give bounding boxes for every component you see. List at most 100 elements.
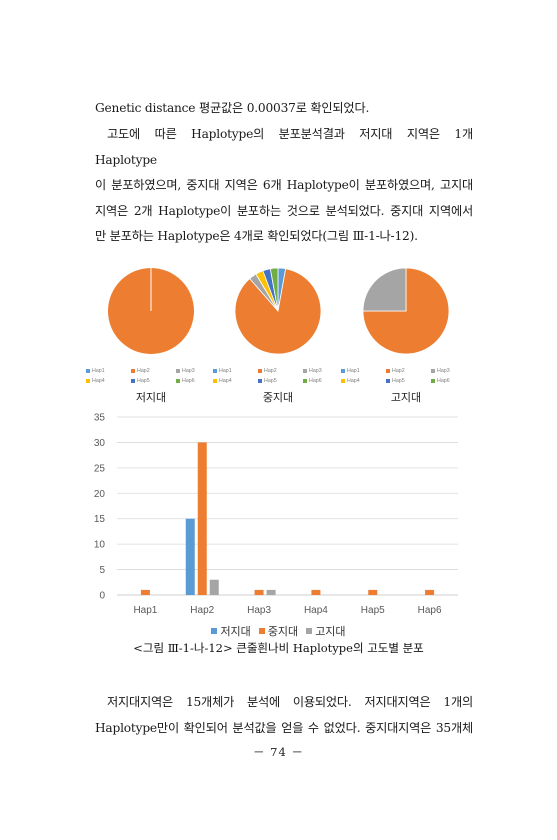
- bar-hap2-series-1: [197, 442, 207, 595]
- x-tick-label: Hap2: [190, 605, 214, 616]
- legend-label: Hap5: [392, 378, 405, 384]
- x-tick-label: Hap5: [361, 605, 385, 616]
- legend-swatch: [176, 379, 180, 383]
- x-tick-label: Hap4: [304, 605, 328, 616]
- pie-legend: Hap1 Hap2 Hap3 Hap4 Hap5 Hap6: [86, 366, 216, 386]
- y-tick-label: 10: [94, 540, 106, 551]
- bar-legend-item: 고지대: [306, 623, 346, 639]
- paragraph-line: 지역은 2개 Haplotype이 분포하는 것으로 분석되었다. 중지대 지역…: [95, 203, 473, 218]
- legend-swatch: [341, 369, 345, 373]
- legend-label: Hap1: [347, 368, 360, 374]
- legend-swatch: [211, 628, 218, 634]
- bar-hap3-series-2: [266, 589, 276, 595]
- pie-chart-highland: Hap1 Hap2 Hap3 Hap4 Hap5 Hap6 고지대: [341, 262, 471, 407]
- legend-swatch: [213, 369, 217, 373]
- pie-svg: [234, 267, 322, 355]
- y-tick-label: 0: [99, 591, 105, 602]
- paragraph-line: 고도에 따른 Haplotype의 분포분석결과 저지대 지역은 1개 Hapl…: [95, 127, 473, 167]
- pie-legend-row: Hap4 Hap5 Hap6: [341, 376, 471, 386]
- pie-legend-item-hap6: Hap6: [303, 376, 343, 386]
- legend-label: Hap5: [137, 378, 150, 384]
- bar-hap3-series-1: [254, 589, 264, 595]
- genetic-distance-line: Genetic distance 평균값은 0.00037로 확인되었다.: [95, 101, 370, 115]
- legend-label: Hap3: [437, 368, 450, 374]
- pie-legend-item-hap3: Hap3: [303, 366, 343, 376]
- pie-slice-hap3: [362, 267, 407, 312]
- pie-legend-item-hap3: Hap3: [176, 366, 216, 376]
- legend-swatch: [386, 379, 390, 383]
- paragraph-line: 저지대지역은 15개체가 분석에 이용되었다. 저지대지역은 1개의: [107, 695, 473, 709]
- legend-swatch: [431, 379, 435, 383]
- pie-legend-item-hap5: Hap5: [131, 376, 171, 386]
- pie-legend-row: Hap1 Hap2 Hap3: [86, 366, 216, 376]
- pie-legend-item-hap4: Hap4: [86, 376, 126, 386]
- legend-swatch: [341, 379, 345, 383]
- pie-slice-hap2: [362, 267, 450, 355]
- figure-caption: <그림 Ⅲ-1-나-12> 큰줄흰나비 Haplotype의 고도별 분포: [133, 641, 424, 655]
- legend-label: Hap6: [182, 378, 195, 384]
- pie-legend-item-hap1: Hap1: [213, 366, 253, 376]
- pie-legend: Hap1 Hap2 Hap3 Hap4 Hap5 Hap6: [213, 366, 343, 386]
- bar-legend-item: 저지대: [211, 623, 251, 639]
- legend-swatch: [386, 369, 390, 373]
- pie-legend-item-hap2: Hap2: [258, 366, 298, 376]
- pie-slice-hap6: [269, 267, 279, 312]
- paragraph-line: 만 분포하는 Haplotype은 4개로 확인되었다(그림 Ⅲ-1-나-12)…: [95, 229, 418, 243]
- legend-swatch: [303, 369, 307, 373]
- x-tick-label: Hap3: [247, 605, 271, 616]
- pie-chart-lowland: Hap1 Hap2 Hap3 Hap4 Hap5 Hap6 저지대: [86, 262, 216, 407]
- paragraph-haplotype-distribution: 고도에 따른 Haplotype의 분포분석결과 저지대 지역은 1개 Hapl…: [95, 122, 473, 250]
- legend-swatch: [258, 628, 265, 634]
- pie-legend-item-hap2: Hap2: [386, 366, 426, 376]
- legend-swatch: [176, 369, 180, 373]
- pie-slice-hap2: [234, 268, 322, 355]
- legend-label: Hap4: [347, 378, 360, 384]
- legend-label: Hap6: [309, 378, 322, 384]
- pie-legend-item-hap2: Hap2: [131, 366, 171, 376]
- legend-swatch: [306, 628, 313, 634]
- bar-hap2-series-0: [185, 518, 195, 595]
- legend-swatch: [131, 369, 135, 373]
- pie-legend-item-hap3: Hap3: [431, 366, 471, 376]
- legend-label: Hap5: [264, 378, 277, 384]
- pie-chart-midland: Hap1 Hap2 Hap3 Hap4 Hap5 Hap6 중지대: [213, 262, 343, 407]
- bar-hap1-series-1: [140, 589, 150, 595]
- pie-legend-item-hap4: Hap4: [341, 376, 381, 386]
- legend-label: 중지대: [267, 626, 299, 638]
- legend-label: Hap3: [309, 368, 322, 374]
- bar-hap4-series-1: [311, 589, 321, 595]
- y-tick-label: 35: [94, 413, 106, 424]
- pie-legend-item-hap1: Hap1: [341, 366, 381, 376]
- bar-hap6-series-1: [425, 589, 435, 595]
- pie-label: 고지대: [390, 391, 422, 404]
- legend-label: Hap1: [219, 368, 232, 374]
- legend-label: Hap4: [219, 378, 232, 384]
- pie-legend-row: Hap1 Hap2 Hap3: [341, 366, 471, 376]
- legend-label: Hap1: [92, 368, 105, 374]
- legend-label: Hap3: [182, 368, 195, 374]
- y-tick-label: 5: [99, 565, 105, 576]
- legend-swatch: [431, 369, 435, 373]
- pie-label: 저지대: [135, 391, 167, 404]
- bar-legend-item: 중지대: [258, 623, 299, 639]
- legend-swatch: [131, 379, 135, 383]
- x-tick-label: Hap1: [133, 605, 157, 616]
- legend-swatch: [86, 369, 90, 373]
- legend-label: Hap2: [137, 368, 150, 374]
- pie-legend-item-hap5: Hap5: [386, 376, 426, 386]
- x-tick-label: Hap6: [418, 605, 442, 616]
- paragraph-line: Haplotype만이 확인되어 분석값을 얻을 수 없었다. 중지대지역은 3…: [95, 720, 473, 735]
- y-tick-label: 20: [94, 489, 106, 500]
- legend-label: Hap2: [264, 368, 277, 374]
- pie-legend-row: Hap4 Hap5 Hap6: [213, 376, 343, 386]
- pie-legend: Hap1 Hap2 Hap3 Hap4 Hap5 Hap6: [341, 366, 471, 386]
- paragraph-lowland-analysis: 저지대지역은 15개체가 분석에 이용되었다. 저지대지역은 1개의 Haplo…: [95, 690, 473, 741]
- pie-legend-item-hap6: Hap6: [176, 376, 216, 386]
- legend-swatch: [213, 379, 217, 383]
- legend-label: 고지대: [315, 626, 346, 638]
- paragraph-line: 이 분포하였으며, 중지대 지역은 6개 Haplotype이 분포하였으며, …: [95, 178, 473, 192]
- bar-hap5-series-1: [368, 589, 378, 595]
- legend-swatch: [86, 379, 90, 383]
- pie-legend-item-hap6: Hap6: [431, 376, 471, 386]
- bar-chart: 0 5 10 15 20 25 30 35 Hap1 Hap2 Hap3 Hap4 Hap5 Hap6: [94, 413, 458, 616]
